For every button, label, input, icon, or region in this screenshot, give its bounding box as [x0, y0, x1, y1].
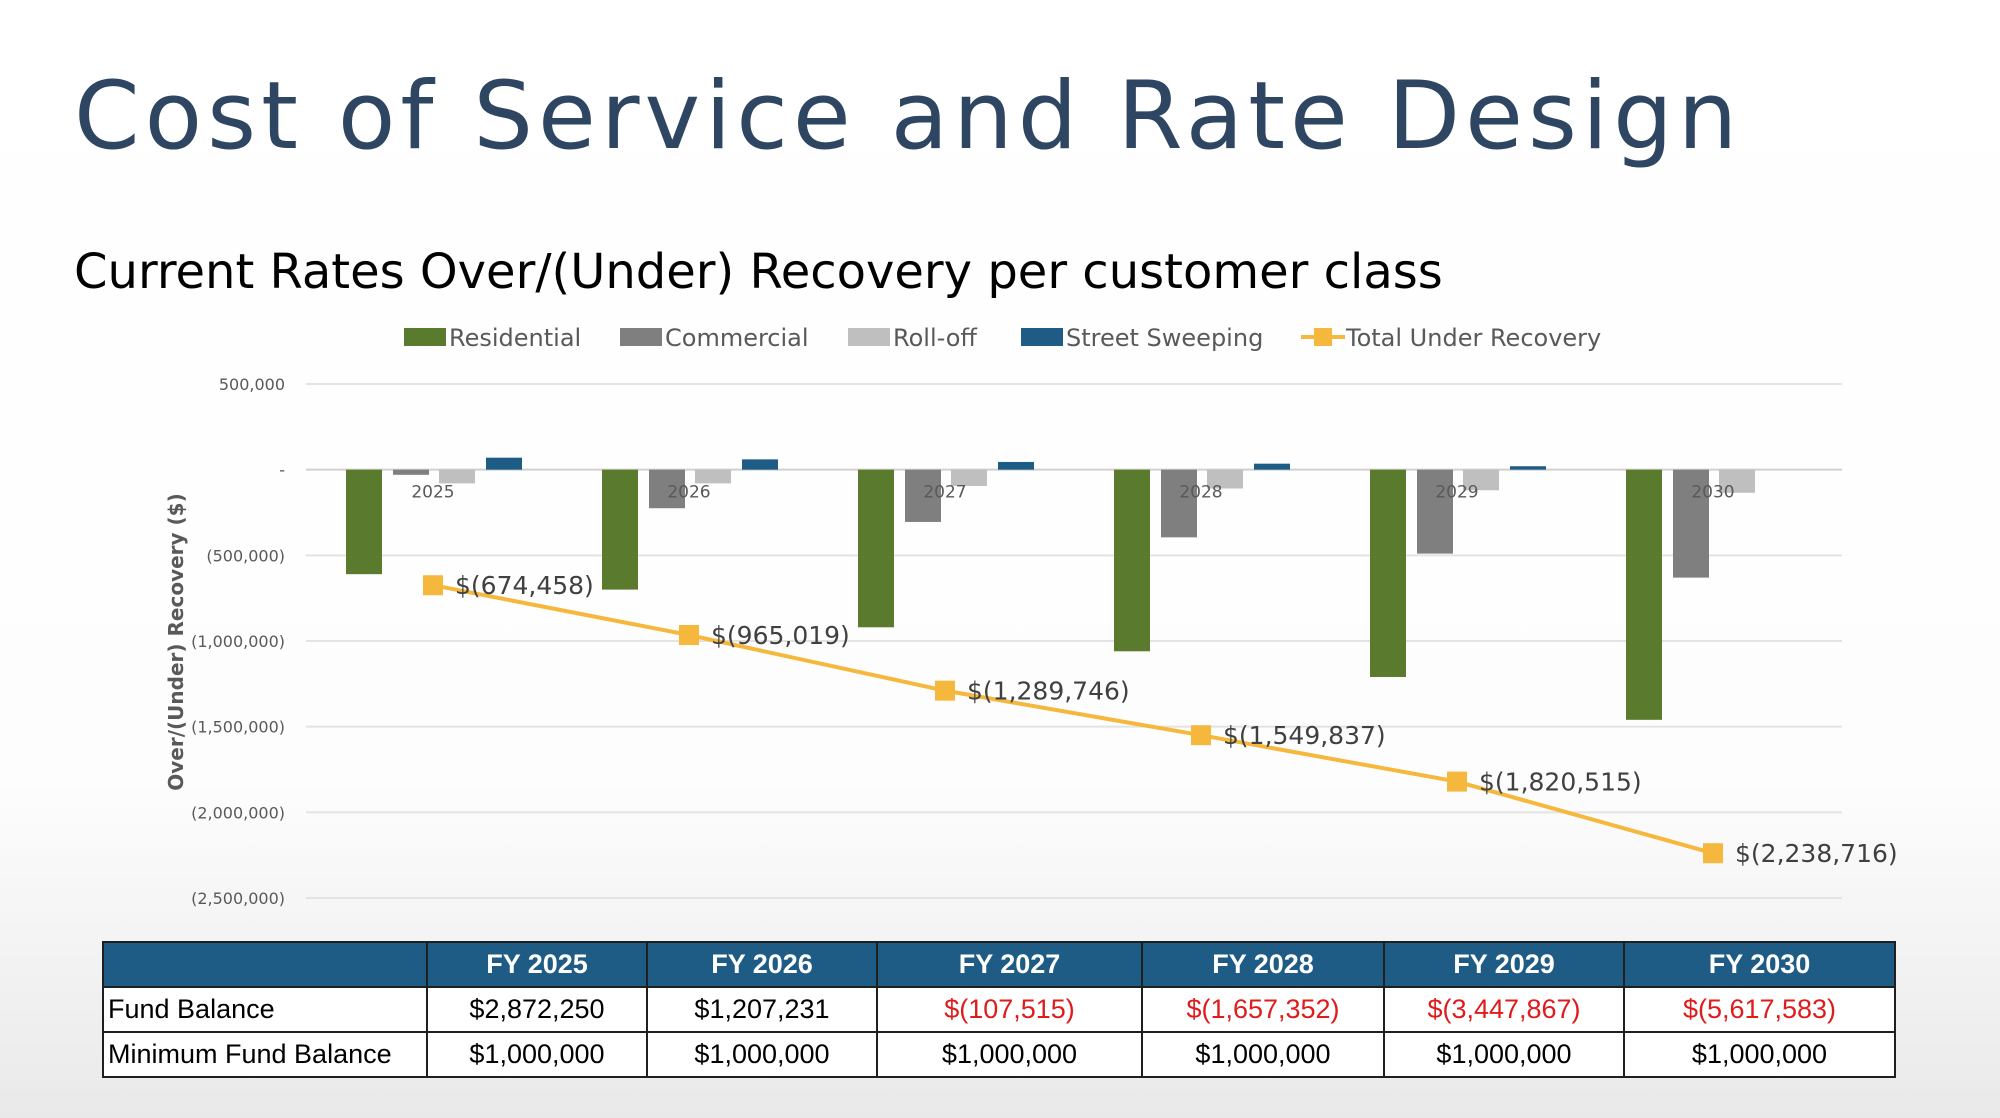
table-cell: $(1,657,352)	[1141, 986, 1385, 1033]
bar-commercial-2027	[905, 469, 941, 522]
table-cell: $1,207,231	[646, 986, 878, 1033]
total-data-label: $(1,820,515)	[1479, 768, 1642, 797]
total-data-label: $(2,238,716)	[1735, 839, 1898, 868]
table-body: Fund Balance $2,872,250 $1,207,231 $(107,51…	[102, 986, 1896, 1078]
bar-residential-2026	[602, 469, 638, 590]
legend-label: Street Sweeping	[1066, 324, 1263, 352]
total-marker-2027	[935, 680, 955, 701]
y-tick-label: (500,000)	[206, 546, 285, 565]
fund-balance-table: FY 2025 FY 2026 FY 2027 FY 2028 FY 2029 FY 20…	[102, 941, 1896, 1078]
row-label: Fund Balance	[102, 986, 428, 1033]
total-marker-2025	[423, 575, 443, 596]
bar-residential-2025	[346, 469, 382, 575]
legend-label: Residential	[449, 324, 581, 352]
y-tick-label: 500,000	[219, 375, 285, 394]
bar-residential-2030	[1626, 469, 1662, 720]
bar-street-sweeping-2028	[1254, 463, 1290, 470]
row-label: Minimum Fund Balance	[102, 1031, 428, 1078]
bar-roll-off-2026	[695, 469, 731, 484]
table-header-fy-2029: FY 2029	[1383, 941, 1625, 988]
total-data-label: $(674,458)	[455, 571, 594, 600]
bar-commercial-2029	[1417, 469, 1453, 554]
bar-roll-off-2030	[1719, 469, 1755, 493]
legend-swatch-street-sweeping	[1021, 328, 1063, 346]
total-marker-2029	[1447, 771, 1467, 792]
bar-commercial-2030	[1673, 469, 1709, 578]
y-tick-label: (1,000,000)	[191, 632, 285, 651]
bar-street-sweeping-2025	[486, 457, 522, 470]
bar-roll-off-2028	[1207, 469, 1243, 489]
bar-residential-2028	[1114, 469, 1150, 652]
table-header-row: FY 2025 FY 2026 FY 2027 FY 2028 FY 2029 FY 20…	[102, 941, 1896, 988]
table-cell: $1,000,000	[1383, 1031, 1625, 1078]
table-header-fy-2030: FY 2030	[1623, 941, 1896, 988]
table-header-blank	[102, 941, 428, 988]
total-under-recovery-line	[432, 583, 1714, 856]
legend-label: Roll-off	[893, 324, 977, 352]
bar-roll-off-2027	[951, 469, 987, 486]
total-marker-2026	[679, 625, 699, 646]
table-row: Fund Balance $2,872,250 $1,207,231 $(107,51…	[102, 986, 1896, 1033]
table-header-fy-2028: FY 2028	[1141, 941, 1385, 988]
legend-swatch-roll-off	[848, 328, 890, 346]
table-cell: $(107,515)	[876, 986, 1143, 1033]
bar-roll-off-2025	[439, 469, 475, 484]
bars	[346, 457, 1755, 720]
bar-roll-off-2029	[1463, 469, 1499, 491]
x-category-label: 2030	[1691, 483, 1734, 503]
x-category-label: 2028	[1179, 483, 1222, 503]
x-category-label: 2029	[1435, 483, 1478, 503]
legend-swatch-commercial	[620, 328, 662, 346]
table-row: Minimum Fund Balance $1,000,000 $1,000,000…	[102, 1031, 1896, 1078]
bar-commercial-2028	[1161, 469, 1197, 538]
legend-label: Total Under Recovery	[1345, 324, 1601, 352]
legend: Residential Commercial Roll-off Street Swee…	[404, 324, 1601, 352]
table-cell: $(5,617,583)	[1623, 986, 1896, 1033]
y-tick-label: (2,500,000)	[191, 889, 285, 908]
gridlines	[306, 383, 1842, 899]
bar-commercial-2025	[393, 469, 429, 475]
slide-title: Cost of Service and Rate Design	[74, 62, 1743, 171]
table-header-fy-2027: FY 2027	[876, 941, 1143, 988]
y-tick-label: (1,500,000)	[191, 718, 285, 737]
y-axis-ticks: 500,000 - (500,000) (1,000,000) (1,500,000) (…	[191, 375, 285, 908]
table-cell: $1,000,000	[1623, 1031, 1896, 1078]
bar-street-sweeping-2027	[998, 461, 1034, 470]
table-cell: $1,000,000	[1141, 1031, 1385, 1078]
x-category-label: 2025	[411, 483, 454, 503]
bar-residential-2029	[1370, 469, 1406, 677]
x-category-label: 2027	[923, 483, 966, 503]
chart-subtitle: Current Rates Over/(Under) Recovery per …	[74, 244, 1443, 300]
bar-residential-2027	[858, 469, 894, 628]
total-data-label: $(965,019)	[711, 621, 850, 650]
table-header-fy-2025: FY 2025	[426, 941, 648, 988]
recovery-chart: 500,000 - (500,000) (1,000,000) (1,500,000) (…	[164, 324, 1898, 908]
x-axis-labels: 2025 2026 2027 2028 2029 2030	[411, 483, 1734, 503]
bar-commercial-2026	[649, 469, 685, 509]
y-tick-label: (2,000,000)	[191, 803, 285, 822]
total-marker-2028	[1191, 725, 1211, 746]
table-cell: $(3,447,867)	[1383, 986, 1625, 1033]
total-data-label: $(1,549,837)	[1223, 721, 1386, 750]
total-data-label: $(1,289,746)	[967, 677, 1130, 706]
x-category-label: 2026	[667, 483, 710, 503]
total-line: $(674,458) $(965,019) $(1,289,746) $(1,549,…	[423, 571, 1898, 868]
table-cell: $1,000,000	[876, 1031, 1143, 1078]
bar-street-sweeping-2026	[742, 459, 778, 470]
table-cell: $1,000,000	[426, 1031, 648, 1078]
y-tick-label: -	[279, 461, 285, 480]
total-marker-2030	[1703, 843, 1723, 864]
legend-swatch-residential	[404, 328, 446, 346]
table-header-fy-2026: FY 2026	[646, 941, 878, 988]
legend-marker-total	[1314, 328, 1332, 346]
table-cell: $1,000,000	[646, 1031, 878, 1078]
y-axis-title: Over/(Under) Recovery ($)	[164, 493, 188, 790]
bar-street-sweeping-2029	[1510, 466, 1546, 470]
table-cell: $2,872,250	[426, 986, 648, 1033]
legend-label: Commercial	[665, 324, 809, 352]
